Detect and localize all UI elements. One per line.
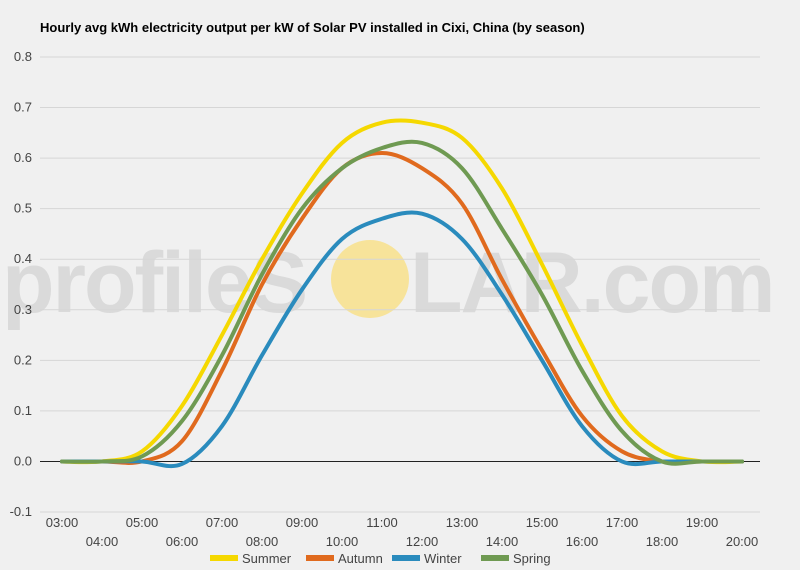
x-tick-label: 11:00: [366, 515, 398, 530]
watermark: profileS LAR.com: [2, 235, 775, 331]
x-tick-label: 18:00: [646, 534, 679, 549]
y-tick-label: 0.4: [14, 251, 32, 266]
x-tick-label: 15:00: [526, 515, 559, 530]
grid: [40, 56, 760, 513]
x-tick-label: 10:00: [326, 534, 359, 549]
x-tick-label: 05:00: [126, 515, 159, 530]
series-lines: [60, 118, 744, 469]
y-tick-label: 0.7: [14, 100, 32, 115]
y-tick-label: 0.6: [14, 150, 32, 165]
series-line-autumn: [60, 151, 744, 465]
x-tick-label: 04:00: [86, 534, 119, 549]
legend-swatch-winter: [392, 555, 420, 561]
x-tick-label: 19:00: [686, 515, 719, 530]
x-tick-label: 17:00: [606, 515, 639, 530]
series-line-spring: [60, 139, 744, 466]
y-tick-label: 0.1: [14, 403, 32, 418]
watermark-sun-icon: [331, 240, 409, 318]
y-tick-label: 0.2: [14, 352, 32, 367]
legend: Summer Autumn Winter Spring: [210, 551, 551, 566]
legend-label-autumn: Autumn: [338, 551, 383, 566]
x-tick-label: 13:00: [446, 515, 479, 530]
y-tick-label: 0.5: [14, 201, 32, 216]
x-tick-label: 12:00: [406, 534, 439, 549]
x-axis: 03:00 04:00 05:00 06:00 07:00 08:00 09:00 10:00…: [46, 515, 759, 549]
y-axis: -0.1 0.0 0.1 0.2 0.3 0.4 0.5 0.6 0.7 0.8: [10, 49, 32, 519]
x-tick-label: 20:00: [726, 534, 759, 549]
legend-swatch-autumn: [306, 555, 334, 561]
legend-swatch-summer: [210, 555, 238, 561]
y-tick-label: 0.8: [14, 49, 32, 64]
legend-label-spring: Spring: [513, 551, 551, 566]
series-line-winter: [60, 210, 744, 469]
x-tick-label: 03:00: [46, 515, 79, 530]
watermark-text-right: LAR.com: [410, 235, 773, 331]
x-tick-label: 08:00: [246, 534, 279, 549]
series-line-summer: [60, 118, 744, 465]
chart-title: Hourly avg kWh electricity output per kW…: [40, 20, 585, 35]
y-tick-label: 0.0: [14, 453, 32, 468]
x-tick-label: 14:00: [486, 534, 519, 549]
x-tick-label: 07:00: [206, 515, 239, 530]
x-tick-label: 09:00: [286, 515, 319, 530]
legend-label-winter: Winter: [424, 551, 462, 566]
x-tick-label: 06:00: [166, 534, 199, 549]
legend-swatch-spring: [481, 555, 509, 561]
y-tick-label: 0.3: [14, 302, 32, 317]
legend-label-summer: Summer: [242, 551, 292, 566]
x-tick-label: 16:00: [566, 534, 599, 549]
y-tick-label: -0.1: [10, 504, 32, 519]
